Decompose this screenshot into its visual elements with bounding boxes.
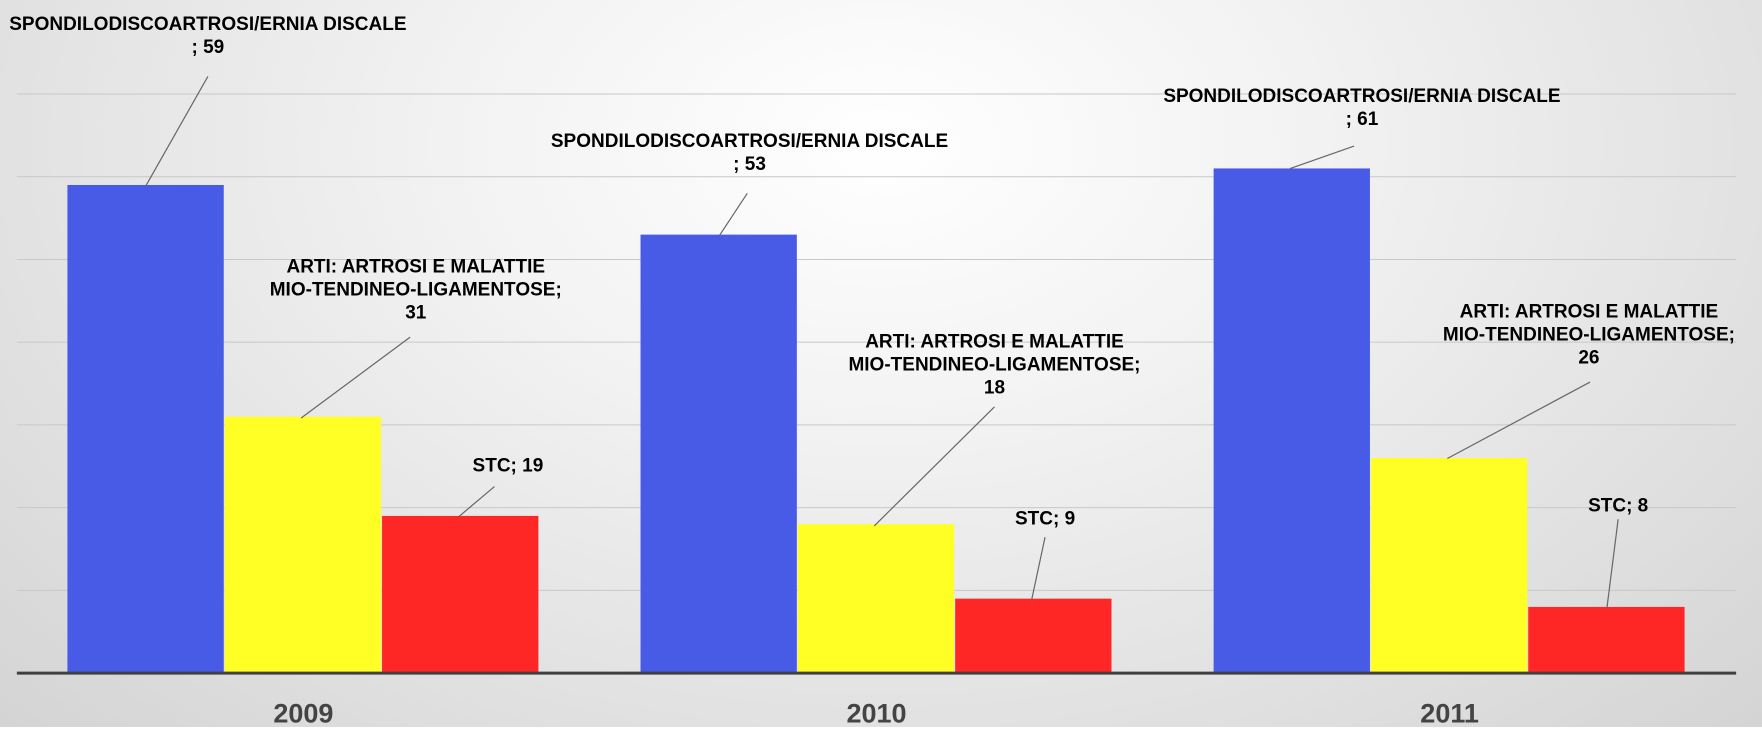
data-label: ARTI: ARTROSI E MALATTIE MIO-TENDINEO-LI… [269,256,562,324]
data-label: SPONDILODISCOARTROSI/ERNIA DISCALE ; 61 [1163,85,1561,130]
data-label: STC; 8 [1588,495,1649,517]
bar [640,234,797,674]
leader-line [873,406,995,527]
leader-line [1447,381,1591,460]
x-tick-label: 2009 [273,698,334,729]
bar [1528,606,1685,674]
leader-line [145,76,209,186]
bar [382,515,539,674]
data-label: ARTI: ARTROSI E MALATTIE MIO-TENDINEO-LI… [1442,301,1735,369]
leader-line [458,486,495,518]
data-label: SPONDILODISCOARTROSI/ERNIA DISCALE ; 59 [9,13,407,58]
data-label: ARTI: ARTROSI E MALATTIE MIO-TENDINEO-LI… [848,331,1141,399]
bar [955,598,1112,674]
x-tick-label: 2011 [1420,698,1479,729]
bar [1370,458,1528,674]
leader-line [1030,537,1046,601]
leader-line [300,336,411,419]
leader-line [1606,519,1619,609]
leader-line [718,192,748,237]
data-label: STC; 9 [1014,508,1076,530]
data-label: STC; 19 [472,455,544,477]
bar [797,524,955,674]
bar [224,416,382,674]
data-label: SPONDILODISCOARTROSI/ERNIA DISCALE ; 53 [550,130,949,175]
leader-line [1289,145,1355,170]
bar [67,184,224,674]
bar [1213,168,1370,674]
x-tick-label: 2010 [846,698,907,729]
